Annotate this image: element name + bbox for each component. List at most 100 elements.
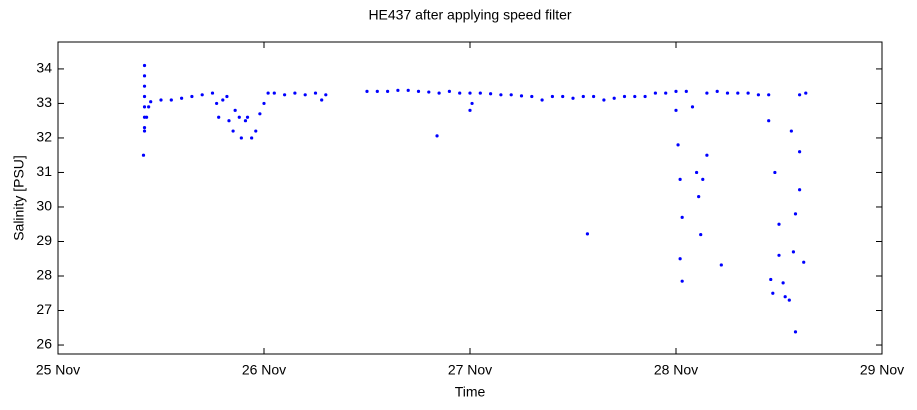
point [777, 222, 781, 226]
point [447, 89, 451, 93]
point [142, 129, 147, 133]
point [231, 129, 235, 133]
point [622, 94, 627, 99]
y-tick-label: 32 [36, 129, 52, 145]
point [243, 119, 248, 123]
point [375, 89, 379, 93]
point [684, 89, 688, 93]
point [142, 94, 147, 99]
point [200, 93, 204, 97]
point [643, 94, 647, 99]
point [767, 93, 771, 97]
point [470, 101, 474, 106]
x-tick-label: 27 Nov [448, 362, 492, 378]
point [793, 212, 798, 216]
point [769, 277, 773, 282]
point [581, 94, 585, 99]
point [697, 195, 701, 199]
point [266, 91, 270, 95]
point [781, 281, 785, 285]
point [771, 291, 775, 295]
point [499, 93, 503, 97]
chart-title: HE437 after applying speed filter [368, 7, 571, 23]
y-tick-label: 30 [36, 198, 52, 214]
point [767, 119, 771, 123]
point [141, 153, 146, 157]
point [489, 92, 493, 96]
point [221, 98, 225, 102]
point [142, 74, 147, 78]
point [313, 91, 318, 95]
point [468, 108, 472, 112]
plot-frame [57, 41, 883, 355]
point [509, 93, 513, 97]
point [798, 188, 802, 192]
point [303, 93, 307, 97]
point [793, 330, 798, 334]
point [674, 108, 678, 112]
point [217, 115, 221, 119]
point [190, 94, 194, 99]
point [736, 91, 740, 95]
point [144, 115, 149, 119]
point [293, 91, 297, 95]
y-tick-label: 33 [36, 94, 52, 110]
y-tick-label: 31 [36, 163, 52, 179]
point [540, 98, 544, 102]
point [142, 105, 147, 109]
point [245, 115, 250, 119]
point [705, 153, 709, 157]
point [633, 94, 637, 99]
point [519, 94, 524, 98]
point [746, 91, 750, 95]
point [798, 150, 802, 154]
point [406, 88, 410, 92]
x-tick-label: 26 Nov [242, 362, 286, 378]
point [678, 257, 682, 261]
point [695, 170, 699, 175]
point [416, 89, 421, 93]
point [674, 89, 678, 93]
point [787, 298, 791, 302]
point [435, 134, 439, 138]
point [478, 91, 482, 95]
point [725, 91, 730, 95]
point [458, 91, 462, 95]
point [653, 91, 658, 95]
point [798, 93, 802, 97]
point [262, 101, 266, 106]
y-tick-label: 26 [36, 336, 52, 352]
point [802, 260, 806, 264]
point [571, 96, 575, 100]
point [701, 177, 705, 181]
point [250, 136, 254, 140]
point [142, 125, 147, 130]
point [147, 105, 151, 109]
point [791, 250, 796, 254]
point [437, 91, 441, 95]
point [773, 170, 777, 175]
point [239, 136, 243, 140]
point [804, 91, 808, 95]
point [676, 143, 680, 147]
y-tick-label: 27 [36, 301, 52, 317]
point [254, 129, 258, 133]
point [690, 105, 695, 109]
y-axis-label: Salinity [PSU] [11, 155, 27, 241]
point [180, 96, 184, 100]
y-tick-label: 29 [36, 232, 52, 248]
point [233, 108, 237, 112]
point [324, 93, 328, 97]
x-axis-label: Time [455, 384, 486, 400]
point [777, 253, 781, 257]
point [783, 295, 787, 299]
point [664, 91, 668, 95]
point [612, 96, 616, 100]
point [283, 93, 287, 97]
point [592, 94, 596, 99]
point [561, 94, 565, 99]
point [705, 91, 709, 95]
point [678, 177, 682, 181]
point [272, 91, 276, 95]
point [680, 279, 684, 283]
